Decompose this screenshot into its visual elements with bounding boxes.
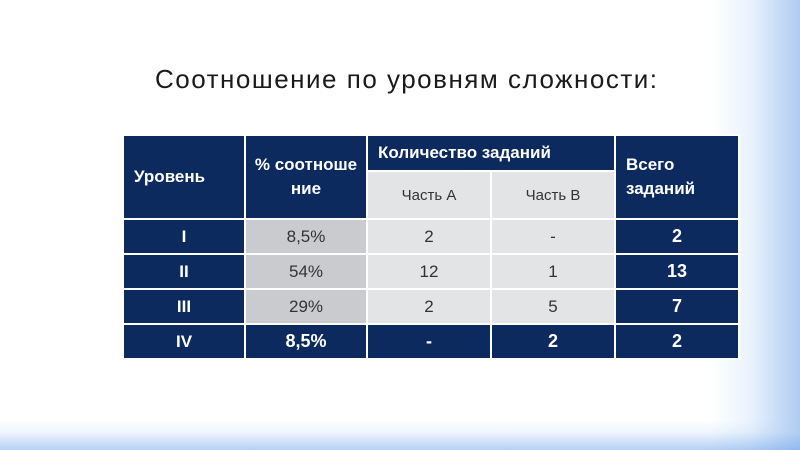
cell-part-a: - (366, 323, 492, 360)
cell-part-a: 12 (366, 253, 492, 290)
cell-percent: 54% (244, 253, 368, 290)
cell-total: 2 (614, 323, 740, 360)
slide-title: Соотношение по уровням сложности: (155, 64, 659, 94)
header-part-b: Часть В (490, 170, 616, 220)
cell-percent: 29% (244, 288, 368, 325)
cell-level: II (122, 253, 246, 290)
cell-part-b: 5 (490, 288, 616, 325)
cell-level: III (122, 288, 246, 325)
cell-level: IV (122, 323, 246, 360)
header-total: Всего заданий (614, 134, 740, 220)
header-percent-text: % соотношение (254, 155, 358, 198)
cell-total: 2 (614, 218, 740, 255)
cell-part-a: 2 (366, 288, 492, 325)
cell-percent: 8,5% (244, 323, 368, 360)
header-percent: % соотношение (244, 134, 368, 220)
table-row: IV 8,5% - 2 2 (122, 323, 740, 360)
table-row: III 29% 2 5 7 (122, 288, 740, 325)
cell-part-a: 2 (366, 218, 492, 255)
decorative-gradient-bottom (0, 420, 800, 450)
cell-level: I (122, 218, 246, 255)
table-row: I 8,5% 2 - 2 (122, 218, 740, 255)
cell-total: 7 (614, 288, 740, 325)
header-count: Количество заданий (366, 134, 616, 172)
cell-part-b: - (490, 218, 616, 255)
header-part-a: Часть А (366, 170, 492, 220)
cell-percent: 8,5% (244, 218, 368, 255)
difficulty-table: Уровень % соотношение Количество заданий… (122, 134, 740, 360)
cell-part-b: 2 (490, 323, 616, 360)
cell-part-b: 1 (490, 253, 616, 290)
table-row: II 54% 12 1 13 (122, 253, 740, 290)
header-level: Уровень (122, 134, 246, 220)
cell-total: 13 (614, 253, 740, 290)
